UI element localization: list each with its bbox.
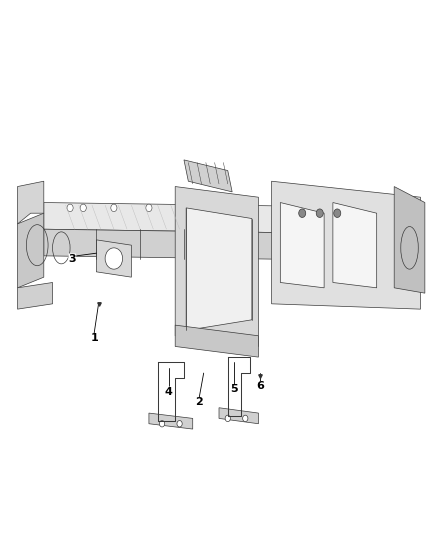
Polygon shape bbox=[184, 160, 232, 192]
Polygon shape bbox=[175, 325, 258, 357]
Polygon shape bbox=[18, 282, 53, 309]
Circle shape bbox=[67, 204, 73, 212]
Circle shape bbox=[316, 209, 323, 217]
Circle shape bbox=[225, 415, 230, 422]
Polygon shape bbox=[18, 181, 44, 224]
Ellipse shape bbox=[105, 248, 123, 269]
Circle shape bbox=[80, 204, 86, 212]
Polygon shape bbox=[333, 203, 377, 288]
Text: 6: 6 bbox=[256, 382, 264, 391]
Circle shape bbox=[243, 415, 248, 422]
Circle shape bbox=[146, 204, 152, 212]
Polygon shape bbox=[149, 413, 193, 429]
Circle shape bbox=[177, 421, 182, 427]
Polygon shape bbox=[44, 203, 416, 235]
Circle shape bbox=[111, 204, 117, 212]
Polygon shape bbox=[175, 187, 258, 346]
Circle shape bbox=[299, 209, 306, 217]
Text: 3: 3 bbox=[68, 254, 76, 263]
Text: 5: 5 bbox=[230, 384, 238, 394]
Polygon shape bbox=[18, 213, 44, 288]
Polygon shape bbox=[280, 203, 324, 288]
Polygon shape bbox=[272, 181, 420, 309]
Circle shape bbox=[159, 421, 165, 427]
Polygon shape bbox=[44, 229, 416, 261]
Text: 2: 2 bbox=[195, 398, 203, 407]
Text: 4: 4 bbox=[165, 387, 173, 397]
Polygon shape bbox=[96, 240, 131, 277]
Polygon shape bbox=[219, 408, 258, 424]
Polygon shape bbox=[394, 187, 425, 293]
Circle shape bbox=[334, 209, 341, 217]
Text: 1: 1 bbox=[90, 334, 98, 343]
Polygon shape bbox=[186, 208, 252, 330]
